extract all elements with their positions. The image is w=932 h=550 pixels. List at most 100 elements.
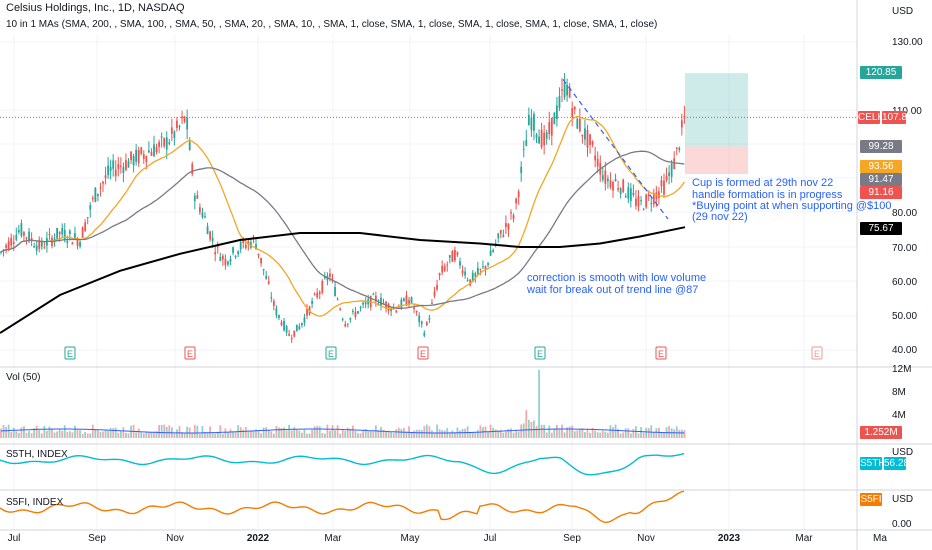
volume-bar — [94, 428, 97, 438]
candle-body — [227, 261, 229, 265]
x-tick: 2023 — [717, 533, 741, 544]
earnings-marker — [417, 346, 429, 360]
candle-body — [680, 120, 683, 128]
candle-body — [469, 279, 472, 286]
price-tick: 110.00 — [892, 106, 922, 117]
volume-bar — [505, 431, 507, 438]
candle-body — [586, 129, 589, 148]
volume-bar — [543, 424, 546, 438]
volume-bar — [63, 425, 66, 438]
s5fi-line — [0, 490, 685, 524]
earnings-marker-label: E — [537, 349, 543, 359]
volume-bar — [293, 427, 296, 438]
candle-body — [640, 200, 642, 202]
volume-bar — [99, 431, 102, 438]
volume-bar — [142, 433, 145, 438]
volume-bar — [301, 432, 303, 438]
volume-bar — [497, 430, 500, 438]
candle-body — [665, 175, 668, 181]
candle-body — [7, 241, 10, 250]
volume-bar — [362, 430, 364, 438]
candle-body — [28, 231, 30, 242]
candle-body — [612, 181, 614, 191]
volume-bar — [499, 429, 502, 438]
candle-body — [303, 317, 306, 323]
volume-bar — [652, 432, 655, 438]
candle-body — [604, 170, 607, 184]
volume-bar — [227, 432, 229, 438]
volume-bar — [51, 428, 53, 438]
candle-body — [23, 232, 25, 236]
candle-body — [461, 270, 464, 274]
volume-bar — [395, 429, 398, 438]
trend-line — [562, 79, 669, 220]
candle-body — [20, 223, 23, 236]
candle-body — [252, 236, 255, 238]
volume-bar — [476, 429, 479, 438]
volume-bar — [474, 432, 477, 438]
volume-bar — [239, 427, 242, 438]
volume-bar — [359, 433, 362, 438]
candle-body — [563, 81, 566, 98]
volume-bar — [260, 433, 262, 438]
candle-body — [221, 255, 224, 260]
candle-body — [15, 234, 18, 240]
candle-body — [168, 142, 171, 144]
volume-bar — [303, 429, 306, 438]
volume-bar — [43, 426, 46, 438]
earnings-marker — [184, 346, 196, 360]
candle-body — [668, 172, 670, 176]
volume-bar — [614, 424, 617, 438]
candle-body — [40, 240, 43, 247]
volume-bar — [229, 429, 232, 438]
volume-bar — [663, 432, 665, 438]
candle-body — [607, 178, 609, 182]
candle-body — [275, 308, 278, 316]
candle-body — [211, 237, 214, 242]
candle-body — [272, 300, 275, 306]
candle-body — [678, 147, 681, 150]
candle-body — [400, 299, 403, 308]
volume-bar — [405, 431, 408, 438]
candle-body — [584, 128, 586, 140]
candle-body — [84, 222, 87, 232]
candle-body — [482, 266, 484, 268]
candle-body — [66, 240, 69, 243]
candle-body — [63, 230, 66, 241]
volume-bar — [510, 428, 512, 438]
candle-body — [675, 147, 678, 149]
volume-bar — [68, 431, 71, 438]
position-zones — [685, 73, 748, 175]
earnings-marker-label: E — [658, 349, 664, 359]
candle-body — [405, 295, 408, 306]
candle-body — [224, 258, 227, 266]
candle-body — [395, 310, 398, 313]
volume-bar — [428, 426, 431, 438]
candle-body — [568, 87, 571, 98]
volume-bar — [675, 426, 678, 438]
volume-bar — [397, 427, 400, 438]
candle-body — [474, 273, 477, 277]
candle-body — [313, 293, 316, 295]
candle-body — [387, 303, 390, 312]
s5fi-tag: S5FI — [860, 493, 882, 506]
candle-body — [670, 163, 673, 177]
x-tick: Jul — [483, 533, 497, 544]
volume-bar — [454, 432, 456, 438]
x-tick: Ma — [873, 533, 887, 544]
candle-body — [86, 217, 89, 219]
volume-bar — [436, 424, 438, 438]
candle-body — [443, 266, 446, 272]
candle-body — [201, 212, 204, 218]
candle-body — [17, 230, 20, 233]
candle-body — [219, 256, 222, 261]
volume-bar — [86, 433, 89, 438]
volume-bar — [267, 429, 270, 438]
volume-bar — [438, 429, 441, 438]
candle-body — [647, 194, 650, 197]
candle-body — [425, 322, 428, 326]
volume-bar — [540, 424, 543, 438]
earnings-marker-label: E — [67, 349, 73, 359]
